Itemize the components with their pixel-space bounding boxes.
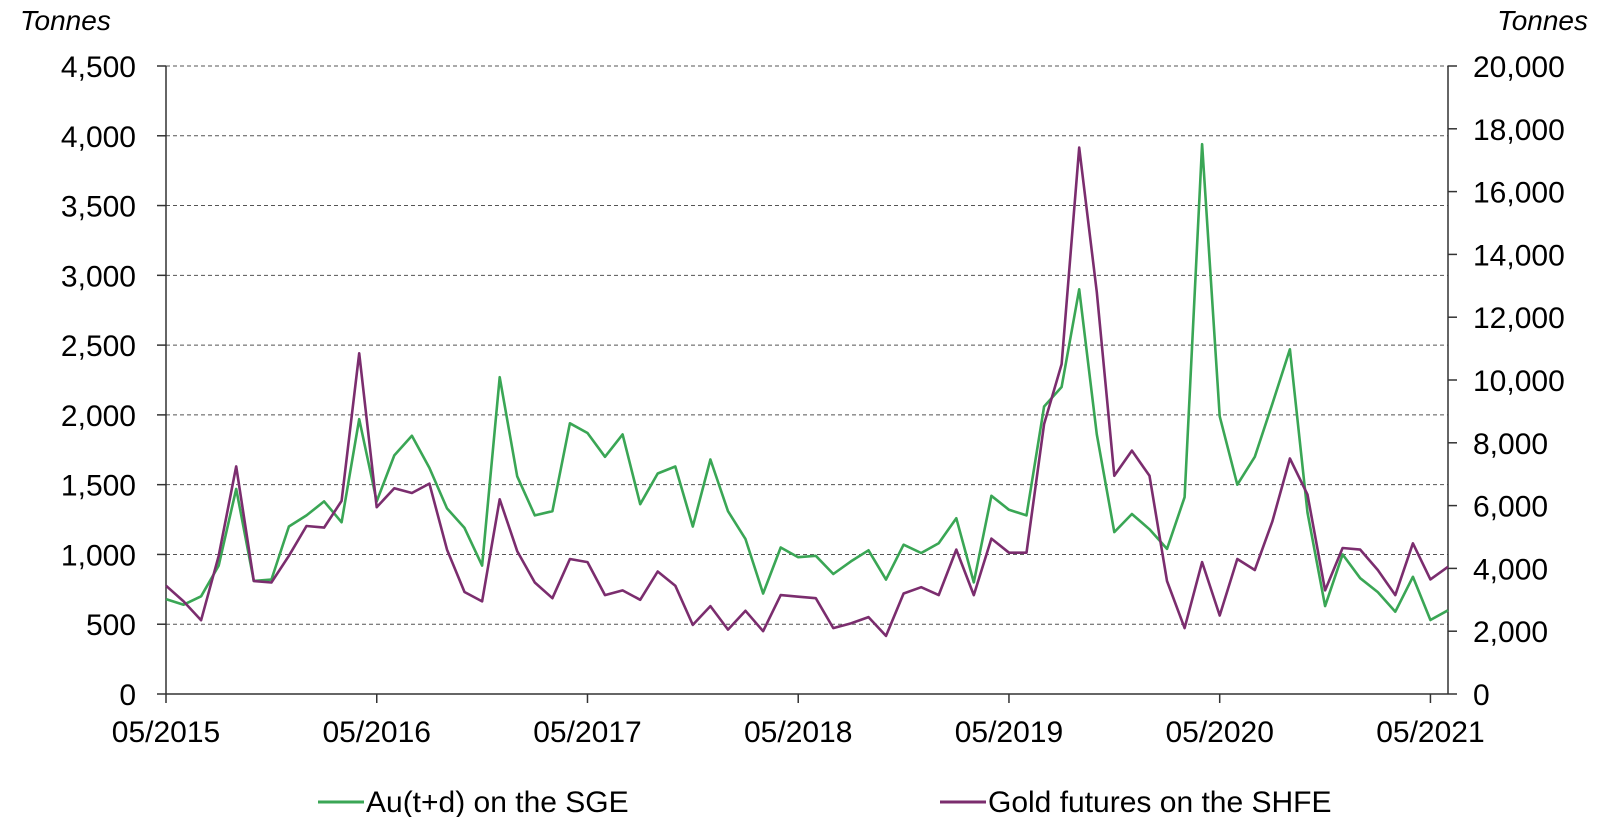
series-lines	[165, 142, 1449, 638]
series-line-sge	[165, 142, 1449, 622]
x-tick-label-5: 05/2020	[1165, 716, 1273, 749]
right-tick-label-2: 4,000	[1473, 553, 1548, 586]
right-tick-label-0: 0	[1473, 679, 1490, 712]
right-tick-label-6: 12,000	[1473, 302, 1565, 335]
left-axis-ticks: 0 500 1,000 1,500 2,000 2,500 3,000 3,500 4,000 4…	[61, 51, 166, 712]
left-tick-label-0: 0	[119, 679, 136, 712]
left-tick-label-1: 500	[86, 609, 136, 642]
right-tick-label-5: 10,000	[1473, 365, 1565, 398]
right-tick-label-1: 2,000	[1473, 616, 1548, 649]
x-tick-label-6: 05/2021	[1376, 716, 1484, 749]
x-tick-label-3: 05/2018	[744, 716, 852, 749]
right-axis-unit-label: Tonnes	[1497, 5, 1588, 36]
x-tick-label-2: 05/2017	[533, 716, 641, 749]
series-line-shfe	[165, 146, 1449, 638]
right-tick-label-3: 6,000	[1473, 491, 1548, 524]
right-tick-label-4: 8,000	[1473, 428, 1548, 461]
left-tick-label-5: 2,500	[61, 330, 136, 363]
axes	[165, 66, 1449, 695]
right-tick-label-8: 16,000	[1473, 177, 1565, 210]
right-tick-label-10: 20,000	[1473, 51, 1565, 84]
right-axis-ticks: 0 2,000 4,000 6,000 8,000 10,000 12,000 14,000 1…	[1448, 51, 1565, 712]
left-tick-label-6: 3,000	[61, 260, 136, 293]
x-tick-label-0: 05/2015	[112, 716, 220, 749]
legend: Au(t+d) on the SGE Gold futures on the S…	[318, 786, 1332, 817]
right-tick-label-7: 14,000	[1473, 239, 1565, 272]
left-tick-label-3: 1,500	[61, 470, 136, 503]
legend-label-shfe: Gold futures on the SHFE	[988, 786, 1332, 817]
left-tick-label-9: 4,500	[61, 51, 136, 84]
right-tick-label-9: 18,000	[1473, 114, 1565, 147]
left-tick-label-4: 2,000	[61, 400, 136, 433]
x-tick-label-4: 05/2019	[955, 716, 1063, 749]
left-tick-label-2: 1,000	[61, 539, 136, 572]
left-tick-label-7: 3,500	[61, 191, 136, 224]
x-axis-ticks: 05/2015 05/2016 05/2017 05/2018 05/2019 05/20…	[112, 694, 1485, 749]
legend-label-sge: Au(t+d) on the SGE	[366, 786, 629, 817]
x-tick-label-1: 05/2016	[323, 716, 431, 749]
left-axis-unit-label: Tonnes	[20, 5, 111, 36]
gridlines	[166, 65, 1448, 625]
left-tick-label-8: 4,000	[61, 121, 136, 154]
